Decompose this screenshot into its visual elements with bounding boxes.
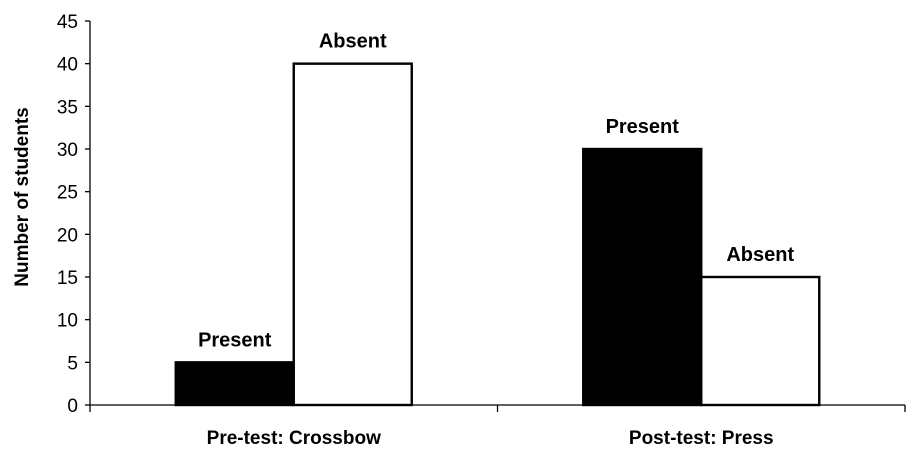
y-axis-title: Number of students bbox=[12, 107, 33, 286]
bar-labels: Present Absent Present Absent bbox=[198, 31, 794, 352]
y-axis: 0 5 10 15 20 25 30 35 40 45 bbox=[57, 12, 91, 417]
x-axis: Pre-test: Crossbow Post-test: Press bbox=[89, 404, 906, 449]
y-tick-label: 45 bbox=[57, 12, 78, 33]
y-tick-label: 10 bbox=[57, 311, 78, 332]
bar-data-label: Absent bbox=[726, 244, 794, 266]
y-tick-label: 20 bbox=[57, 225, 78, 246]
y-tick-label: 15 bbox=[57, 268, 78, 289]
bar bbox=[292, 62, 413, 407]
x-category-label: Pre-test: Crossbow bbox=[207, 428, 381, 449]
bar-data-label: Present bbox=[606, 116, 680, 138]
bars bbox=[174, 62, 821, 407]
bar bbox=[582, 147, 703, 407]
y-tick-label: 30 bbox=[57, 140, 78, 161]
y-tick-label: 5 bbox=[67, 353, 78, 374]
bar bbox=[700, 275, 821, 407]
y-tick-label: 0 bbox=[67, 396, 78, 417]
y-tick-label: 25 bbox=[57, 183, 78, 204]
bar-data-label: Present bbox=[198, 329, 272, 351]
y-tick-label: 40 bbox=[57, 55, 78, 76]
y-tick-label: 35 bbox=[57, 97, 78, 118]
bar-data-label: Absent bbox=[319, 31, 387, 53]
x-category-label: Post-test: Press bbox=[629, 428, 774, 449]
bar bbox=[174, 361, 295, 407]
